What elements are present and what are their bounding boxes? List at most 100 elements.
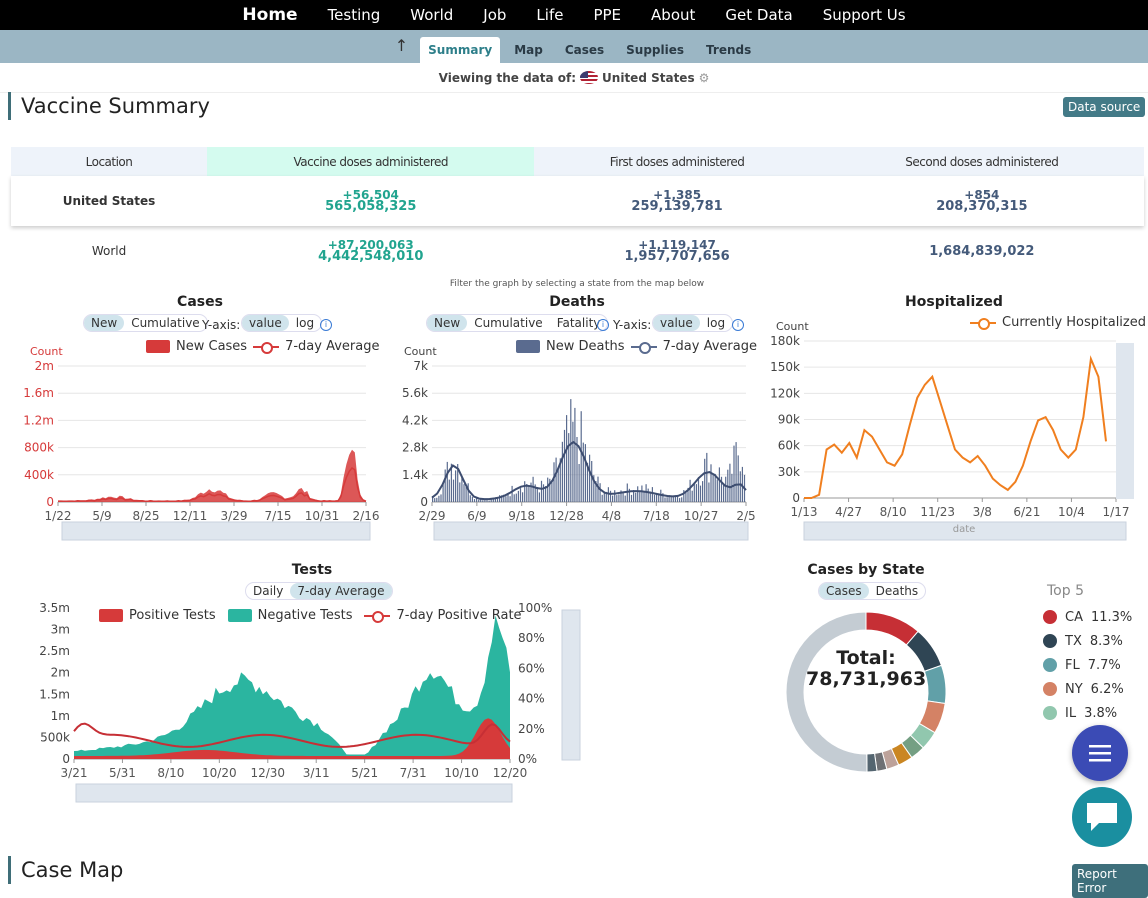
- y-tick-label: 2.8k: [402, 441, 428, 455]
- info-icon[interactable]: i: [597, 319, 609, 331]
- legend-positive-tests[interactable]: Positive Tests: [129, 608, 216, 623]
- y-tick-label: 400k: [24, 468, 54, 482]
- zoom-slider: [803, 521, 1127, 541]
- new-cases-area: [58, 449, 366, 502]
- legend-swatch-new-deaths[interactable]: [516, 340, 540, 353]
- top5-item[interactable]: FL 7.7%: [1043, 653, 1132, 677]
- x-tick-label: 3/11: [303, 766, 330, 780]
- up-arrow-icon[interactable]: ↑: [394, 36, 409, 55]
- toggle-log[interactable]: log: [295, 316, 315, 330]
- hospitalized-chart[interactable]: 180k 150k 120k 90k 60k 30k 01/13 4/27 8/10 11/23 3…: [764, 310, 1142, 546]
- death-bar: [580, 411, 582, 502]
- x-tick-label: 12/28: [549, 509, 584, 523]
- toggle-7-day-average[interactable]: 7-day Average: [290, 583, 392, 599]
- death-bar: [605, 491, 607, 502]
- death-bar: [664, 497, 666, 502]
- death-bar: [641, 485, 643, 502]
- death-bar: [658, 493, 660, 502]
- toggle-cumulative[interactable]: Cumulative: [131, 316, 200, 330]
- chat-fab-button[interactable]: [1072, 787, 1132, 847]
- viewing-region[interactable]: United States: [602, 70, 695, 85]
- death-bar: [471, 496, 473, 502]
- col-location[interactable]: Location: [11, 147, 208, 176]
- death-bar: [735, 442, 737, 502]
- death-bar: [739, 471, 741, 502]
- state-donut-chart[interactable]: [776, 602, 956, 782]
- death-bar: [622, 492, 624, 502]
- legend-line-icon[interactable]: [364, 610, 391, 623]
- nav-life[interactable]: Life: [536, 6, 564, 24]
- tab-summary[interactable]: Summary: [420, 37, 501, 63]
- gear-icon[interactable]: ⚙: [698, 70, 710, 85]
- legend-swatch-negative[interactable]: [227, 609, 252, 622]
- toggle-new[interactable]: New: [84, 315, 125, 331]
- deaths-mode-toggle: New Cumulative Fatality: [426, 314, 609, 332]
- top5-item[interactable]: IL 3.8%: [1043, 701, 1132, 725]
- nav-world[interactable]: World: [410, 6, 454, 24]
- toggle-cases[interactable]: Cases: [819, 583, 869, 599]
- x-tick-label: 5/9: [92, 509, 111, 523]
- legend-swatch-new-cases[interactable]: [146, 340, 170, 353]
- tests-chart[interactable]: 3.5m 3m 2.5m 2m 1.5m 1m 500k 03/21 5/31 8/10 10/20…: [20, 598, 590, 808]
- legend-line-icon[interactable]: [970, 317, 996, 330]
- nav-job[interactable]: Job: [483, 6, 507, 24]
- top5-item[interactable]: CA 11.3%: [1043, 605, 1132, 629]
- legend-new-cases[interactable]: New Cases: [176, 339, 248, 354]
- top5-item[interactable]: NY 6.2%: [1043, 677, 1132, 701]
- tab-cases[interactable]: Cases: [564, 43, 605, 57]
- toggle-value[interactable]: value: [242, 315, 289, 331]
- nav-about[interactable]: About: [651, 6, 696, 24]
- col-second-doses[interactable]: Second doses administered: [819, 147, 1144, 176]
- legend-new-deaths[interactable]: New Deaths: [546, 339, 625, 354]
- menu-fab-button[interactable]: [1072, 725, 1128, 781]
- death-bar: [672, 496, 674, 502]
- death-bar: [624, 495, 626, 502]
- tests-title: Tests: [291, 562, 333, 578]
- legend-7-day-average[interactable]: 7-day Average: [662, 339, 757, 354]
- legend-positive-rate[interactable]: 7-day Positive Rate: [396, 608, 522, 623]
- death-bar: [589, 454, 591, 502]
- report-error-button[interactable]: Report Error: [1072, 864, 1148, 898]
- nav-ppe[interactable]: PPE: [593, 6, 622, 24]
- legend-currently-hospitalized[interactable]: Currently Hospitalized: [1002, 315, 1146, 330]
- legend-line-icon[interactable]: [630, 341, 657, 354]
- legend-swatch-positive[interactable]: [99, 609, 123, 622]
- toggle-deaths[interactable]: Deaths: [875, 584, 919, 598]
- nav-get-data[interactable]: Get Data: [725, 6, 793, 24]
- death-bar: [649, 491, 651, 502]
- death-bar: [620, 490, 622, 502]
- toggle-new[interactable]: New: [427, 315, 468, 331]
- sub-nav: ↑ Summary Map Cases Supplies Trends: [0, 30, 1148, 63]
- toggle-log[interactable]: log: [706, 316, 726, 330]
- col-first-doses[interactable]: First doses administered: [534, 147, 820, 176]
- death-bar: [524, 481, 526, 502]
- nav-testing[interactable]: Testing: [327, 6, 381, 24]
- death-bar: [450, 463, 452, 502]
- info-icon[interactable]: i: [320, 319, 332, 331]
- legend-line-icon[interactable]: [253, 341, 280, 354]
- tab-supplies[interactable]: Supplies: [626, 43, 685, 57]
- death-bar: [486, 499, 488, 502]
- info-icon[interactable]: i: [732, 319, 744, 331]
- nav-home[interactable]: Home: [242, 5, 298, 25]
- legend-7-day-average[interactable]: 7-day Average: [285, 339, 380, 354]
- tab-trends[interactable]: Trends: [706, 43, 752, 57]
- toggle-value[interactable]: value: [653, 315, 700, 331]
- death-bar: [584, 444, 586, 502]
- tab-map[interactable]: Map: [514, 43, 543, 57]
- x-tick-label: 7/31: [400, 766, 427, 780]
- col-doses[interactable]: Vaccine doses administered: [207, 147, 535, 176]
- y-right-tick-label: 20%: [518, 722, 545, 736]
- deaths-chart[interactable]: 7k 5.6k 4.2k 2.8k 1.4k 02/29 6/9 9/18 12/28 4/8 7/…: [398, 340, 758, 546]
- data-source-button[interactable]: Data source: [1063, 97, 1146, 117]
- toggle-cumulative[interactable]: Cumulative: [474, 316, 543, 330]
- top5-item[interactable]: TX 8.3%: [1043, 629, 1132, 653]
- toggle-daily[interactable]: Daily: [253, 584, 284, 598]
- cases-chart[interactable]: 2m 1.6m 1.2m 800k 400k 01/22 5/9 8/25 12/11 3/29 7…: [20, 340, 380, 546]
- death-bar: [637, 486, 639, 502]
- toggle-fatality[interactable]: Fatality: [556, 316, 601, 330]
- legend-negative-tests[interactable]: Negative Tests: [257, 608, 353, 623]
- nav-support-us[interactable]: Support Us: [822, 6, 906, 24]
- death-bar: [526, 484, 528, 502]
- death-bar: [540, 480, 543, 502]
